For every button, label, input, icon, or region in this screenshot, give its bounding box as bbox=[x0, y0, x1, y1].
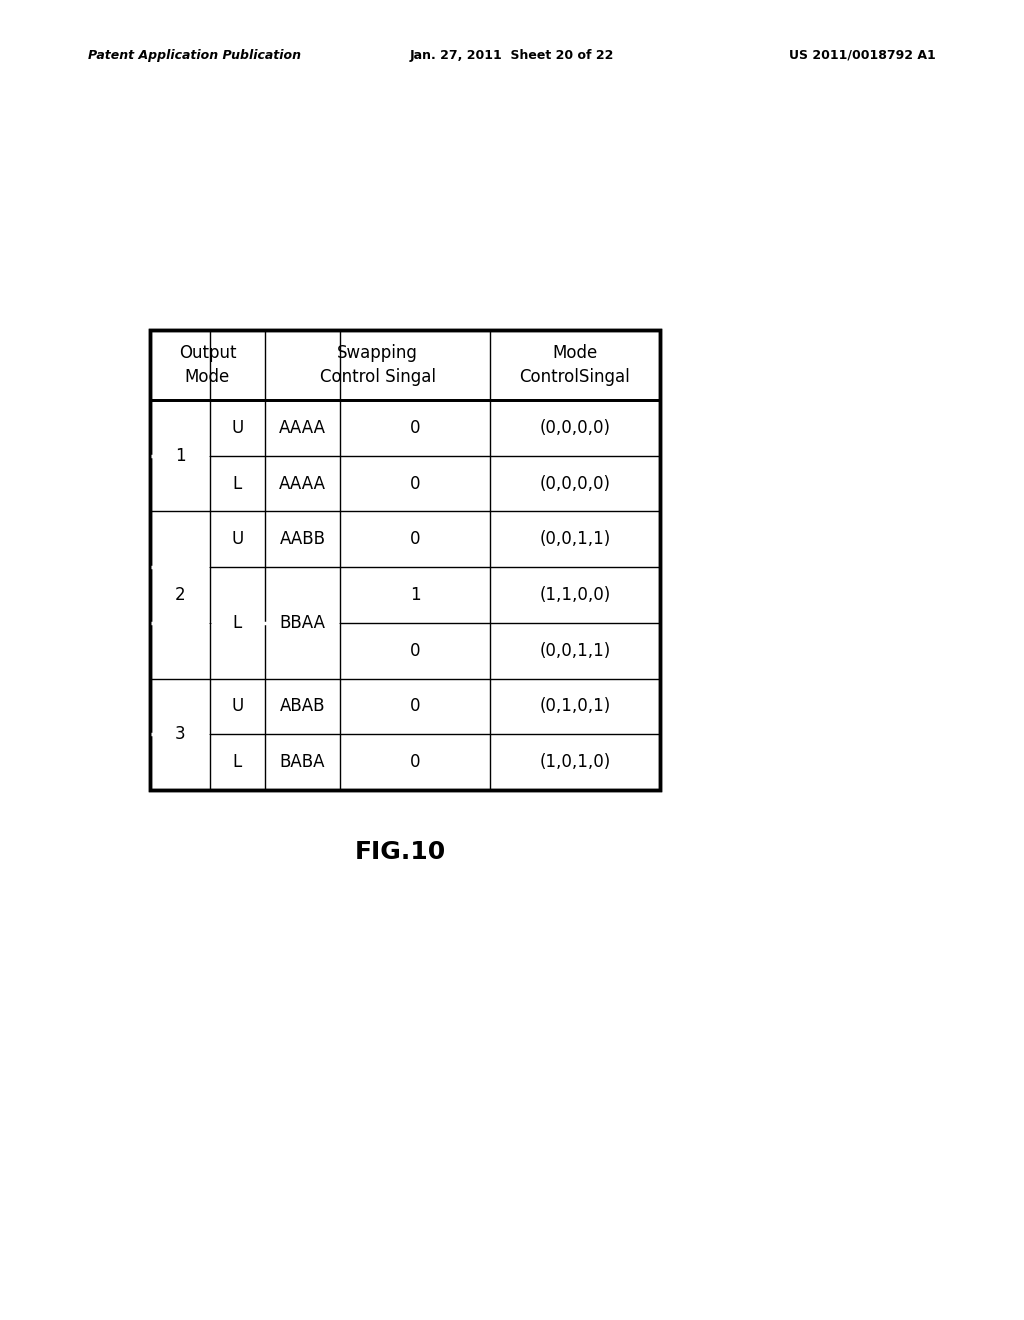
Text: U: U bbox=[231, 697, 244, 715]
Text: Jan. 27, 2011  Sheet 20 of 22: Jan. 27, 2011 Sheet 20 of 22 bbox=[410, 49, 614, 62]
Text: 3: 3 bbox=[175, 725, 185, 743]
Text: Swapping
Control Singal: Swapping Control Singal bbox=[319, 345, 435, 385]
Text: 0: 0 bbox=[410, 642, 420, 660]
Text: 0: 0 bbox=[410, 531, 420, 548]
Text: Mode
ControlSingal: Mode ControlSingal bbox=[519, 345, 631, 385]
Text: 2: 2 bbox=[175, 586, 185, 605]
Text: BABA: BABA bbox=[280, 754, 326, 771]
Text: AAAA: AAAA bbox=[279, 475, 326, 492]
Text: 0: 0 bbox=[410, 418, 420, 437]
Text: (0,0,0,0): (0,0,0,0) bbox=[540, 475, 610, 492]
Bar bbox=[150, 330, 660, 789]
Text: 0: 0 bbox=[410, 697, 420, 715]
Text: 1: 1 bbox=[175, 446, 185, 465]
Text: AAAA: AAAA bbox=[279, 418, 326, 437]
Text: BBAA: BBAA bbox=[280, 614, 326, 632]
Text: US 2011/0018792 A1: US 2011/0018792 A1 bbox=[790, 49, 936, 62]
Text: (0,0,0,0): (0,0,0,0) bbox=[540, 418, 610, 437]
Text: U: U bbox=[231, 531, 244, 548]
Text: Output
Mode: Output Mode bbox=[179, 345, 237, 385]
Text: 1: 1 bbox=[410, 586, 420, 605]
Text: L: L bbox=[232, 754, 242, 771]
Text: (0,1,0,1): (0,1,0,1) bbox=[540, 697, 610, 715]
Text: ABAB: ABAB bbox=[280, 697, 326, 715]
Text: AABB: AABB bbox=[280, 531, 326, 548]
Text: (0,0,1,1): (0,0,1,1) bbox=[540, 642, 610, 660]
Text: U: U bbox=[231, 418, 244, 437]
Text: FIG.10: FIG.10 bbox=[354, 840, 445, 865]
Text: Patent Application Publication: Patent Application Publication bbox=[88, 49, 301, 62]
Text: L: L bbox=[232, 614, 242, 632]
Text: 0: 0 bbox=[410, 475, 420, 492]
Text: L: L bbox=[232, 475, 242, 492]
Text: 0: 0 bbox=[410, 754, 420, 771]
Text: (0,0,1,1): (0,0,1,1) bbox=[540, 531, 610, 548]
Bar bbox=[150, 330, 660, 789]
Text: (1,1,0,0): (1,1,0,0) bbox=[540, 586, 610, 605]
Text: (1,0,1,0): (1,0,1,0) bbox=[540, 754, 610, 771]
